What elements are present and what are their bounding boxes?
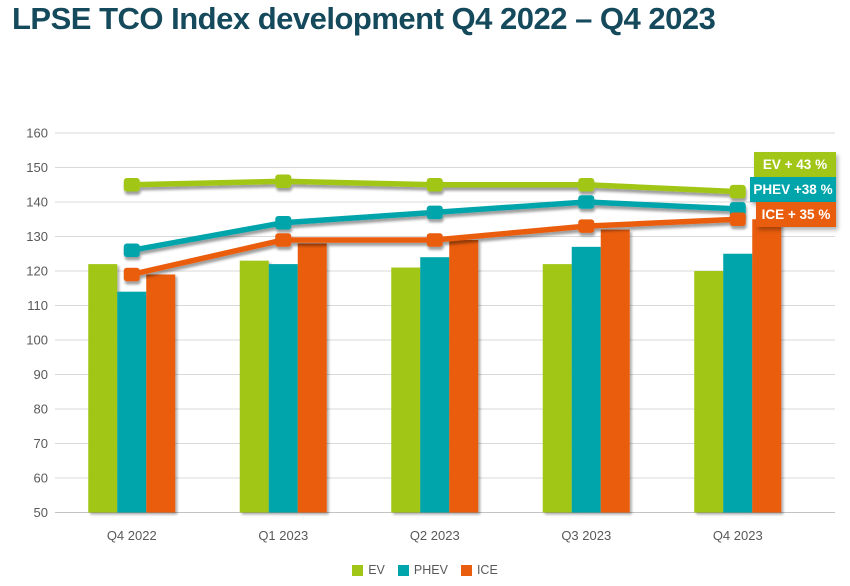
bar-phev-0 — [117, 291, 147, 513]
legend-label-phev: PHEV — [413, 563, 448, 577]
y-tick-label: 50 — [34, 505, 48, 520]
ice-legend-swatch — [460, 564, 472, 576]
line-series-ice — [123, 212, 746, 282]
y-tick-label: 160 — [26, 126, 48, 141]
bar-ev-2 — [391, 267, 421, 513]
callout-ev: EV + 43 % — [754, 152, 836, 177]
legend-item-ev: EV — [352, 563, 385, 577]
y-tick-label: 150 — [26, 160, 48, 175]
y-tick-label: 120 — [26, 264, 48, 279]
marker-ev-4 — [729, 184, 746, 199]
marker-phev-3 — [578, 195, 595, 209]
y-tick-label: 140 — [26, 195, 48, 210]
legend-label-ev: EV — [368, 563, 385, 577]
marker-ev-1 — [275, 174, 292, 189]
x-tick-label: Q3 2023 — [561, 528, 611, 543]
y-tick-label: 130 — [26, 229, 48, 244]
marker-phev-2 — [426, 205, 443, 220]
callout-phev: PHEV +38 % — [750, 177, 836, 202]
y-tick-label: 60 — [34, 471, 48, 486]
bar-ev-3 — [542, 264, 572, 513]
marker-ice-3 — [578, 219, 595, 233]
marker-ice-4 — [729, 212, 746, 226]
line-series-phev — [123, 195, 746, 258]
marker-phev-1 — [275, 215, 292, 230]
marker-ev-3 — [578, 178, 595, 192]
bar-phev-1 — [268, 264, 298, 513]
x-tick-label: Q4 2023 — [713, 528, 763, 543]
marker-ice-1 — [275, 233, 292, 247]
bar-ice-4 — [752, 219, 782, 513]
y-tick-label: 100 — [26, 333, 48, 348]
legend-item-ice: ICE — [460, 563, 498, 577]
bar-ice-0 — [146, 274, 176, 513]
page-title: LPSE TCO Index development Q4 2022 – Q4 … — [12, 1, 716, 36]
marker-ev-2 — [426, 178, 443, 192]
bar-ev-0 — [88, 264, 118, 513]
legend-item-phev: PHEV — [397, 563, 448, 577]
marker-ev-0 — [123, 178, 140, 192]
marker-ice-0 — [123, 267, 140, 282]
bar-phev-2 — [420, 257, 450, 513]
marker-phev-4 — [729, 202, 746, 216]
chart-legend: EV PHEV ICE — [0, 559, 850, 581]
bar-ice-3 — [600, 229, 630, 513]
ev-legend-swatch — [352, 564, 364, 576]
y-tick-label: 70 — [34, 436, 48, 451]
x-tick-label: Q4 2022 — [107, 528, 157, 543]
x-tick-label: Q1 2023 — [258, 528, 308, 543]
y-tick-label: 80 — [34, 402, 48, 417]
bar-groups — [88, 219, 782, 513]
bar-ice-2 — [449, 239, 479, 513]
x-tick-label: Q2 2023 — [410, 528, 460, 543]
bar-phev-4 — [723, 253, 753, 513]
callout-ice: ICE + 35 % — [756, 202, 836, 227]
marker-phev-0 — [123, 243, 140, 258]
bar-ev-1 — [239, 260, 269, 513]
y-tick-label: 110 — [27, 298, 48, 313]
bar-phev-3 — [571, 246, 601, 513]
line-series-ev — [123, 174, 746, 199]
bar-ice-1 — [297, 243, 327, 513]
bar-ev-4 — [694, 271, 724, 513]
y-tick-label: 90 — [34, 367, 48, 382]
legend-label-ice: ICE — [476, 563, 498, 577]
phev-legend-swatch — [397, 564, 409, 576]
marker-ice-2 — [426, 233, 443, 247]
